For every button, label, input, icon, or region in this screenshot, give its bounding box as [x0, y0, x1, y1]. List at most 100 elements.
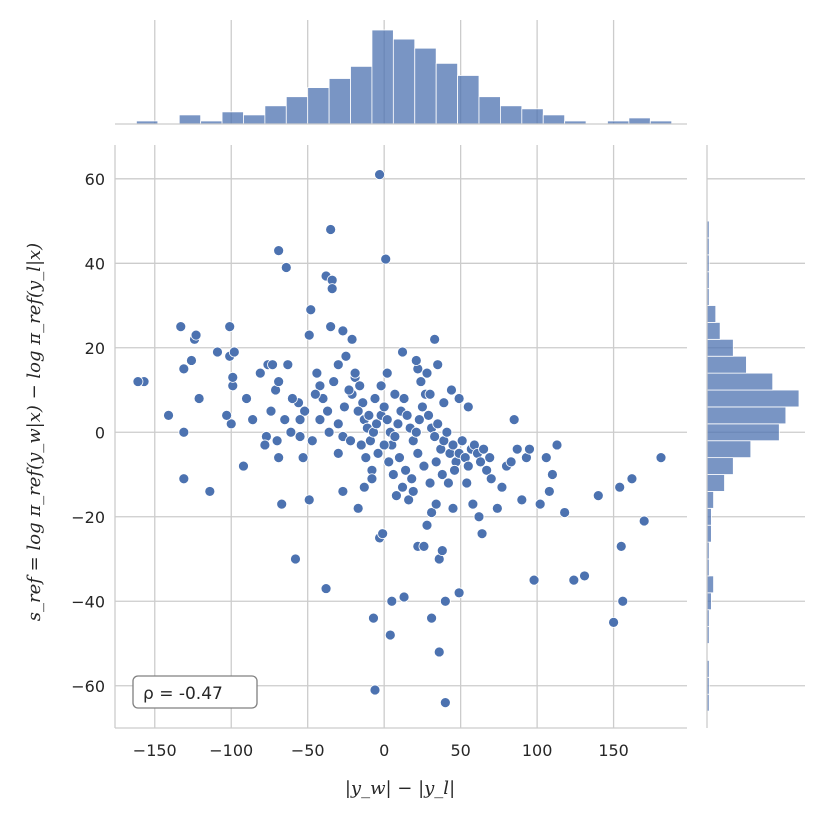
scatter-point [303, 329, 315, 341]
y-hist-bar [706, 423, 780, 442]
scatter-point [516, 494, 528, 506]
scatter-point [227, 371, 239, 383]
scatter-point [415, 376, 427, 387]
scatter-point [294, 431, 306, 442]
scatter-point [309, 388, 321, 400]
scatter-point [478, 443, 489, 455]
scatter-point [290, 553, 301, 565]
x-tick-labels: −150 −100 −50 0 50 100 150 [133, 741, 629, 760]
scatter-point [384, 629, 396, 641]
scatter-point [524, 443, 535, 455]
scatter-point [626, 473, 638, 485]
scatter-point [380, 253, 392, 265]
scatter-point [551, 439, 563, 451]
scatter-point [403, 494, 415, 506]
x-tick-label: 100 [522, 741, 553, 760]
scatter-point [369, 684, 381, 696]
x-tick-label: 50 [450, 741, 470, 760]
y-hist-bar [706, 474, 725, 492]
scatter-point [322, 405, 333, 417]
scatter-point [186, 355, 197, 366]
scatter-point [241, 393, 252, 404]
scatter-point [443, 477, 454, 489]
scatter-point [543, 486, 555, 497]
y-hist-bar [706, 592, 712, 611]
x-hist-bar [628, 117, 651, 125]
axis-spines [114, 145, 687, 729]
scatter-point [534, 498, 546, 510]
scatter-point [423, 409, 434, 421]
scatter-point [225, 418, 237, 430]
y-hist-bar [706, 491, 714, 509]
scatter-point [391, 490, 402, 502]
scatter-point [163, 409, 174, 421]
scatter-point [491, 502, 503, 514]
scatter-point [432, 418, 444, 430]
x-hist-bar [243, 114, 266, 125]
scatter-point [337, 325, 349, 337]
scatter-point [392, 418, 404, 430]
x-hist-bar [178, 114, 202, 125]
scatter-point [366, 473, 378, 485]
scatter-point [299, 405, 311, 417]
scatter-point [332, 447, 344, 459]
scatter-panel [115, 145, 687, 728]
scatter-point [247, 414, 259, 426]
scatter-point [369, 393, 381, 404]
y-tick-label: −40 [71, 592, 105, 611]
scatter-point [638, 515, 650, 527]
scatter-point [418, 460, 430, 472]
scatter-point [579, 570, 590, 582]
x-hist-bar [221, 111, 244, 125]
scatter-point [508, 414, 520, 426]
scatter-point [429, 431, 441, 442]
scatter-point [358, 481, 370, 493]
scatter-point [254, 367, 266, 379]
scatter-point [461, 477, 473, 489]
y-hist-bar [706, 305, 717, 323]
scatter-point [346, 333, 358, 345]
scatter-points [132, 169, 667, 709]
scatter-point [485, 473, 497, 485]
scatter-point [406, 473, 418, 485]
scatter-point [363, 409, 375, 421]
scatter-point [447, 439, 459, 451]
scatter-point [615, 540, 627, 552]
scatter-point [421, 519, 433, 531]
scatter-point [352, 502, 364, 514]
scatter-point [453, 393, 465, 404]
x-hist-bar [392, 38, 416, 125]
scatter-point [475, 456, 486, 468]
scatter-point [374, 169, 385, 180]
scatter-point [407, 486, 419, 497]
x-axis-label: |y_w| − |y_l| [345, 778, 455, 799]
scatter-point [273, 376, 285, 387]
scatter-point [430, 498, 442, 510]
x-gridlines [154, 145, 615, 728]
scatter-point [303, 494, 315, 506]
y-hist-bar [706, 355, 747, 374]
scatter-point [355, 439, 367, 451]
scatter-point [332, 359, 344, 371]
scatter-point [381, 367, 393, 379]
scatter-point [397, 346, 408, 358]
x-hist-bar [414, 47, 437, 125]
scatter-point [339, 401, 350, 413]
scatter-point [439, 697, 451, 709]
scatter-point [441, 426, 453, 438]
annotation-text: ρ = -0.47 [143, 684, 223, 704]
scatter-point [378, 439, 390, 451]
x-tick-label: −100 [209, 741, 253, 760]
scatter-point [297, 452, 309, 464]
y-tick-label: 40 [85, 254, 105, 273]
scatter-point [412, 447, 424, 459]
scatter-point [473, 511, 485, 523]
x-hist-bar [521, 108, 544, 125]
scatter-point [224, 321, 236, 333]
scatter-point [323, 426, 335, 438]
scatter-point [273, 452, 285, 464]
scatter-point [456, 435, 468, 447]
scatter-point [190, 329, 202, 341]
x-hist-bar [457, 75, 480, 125]
